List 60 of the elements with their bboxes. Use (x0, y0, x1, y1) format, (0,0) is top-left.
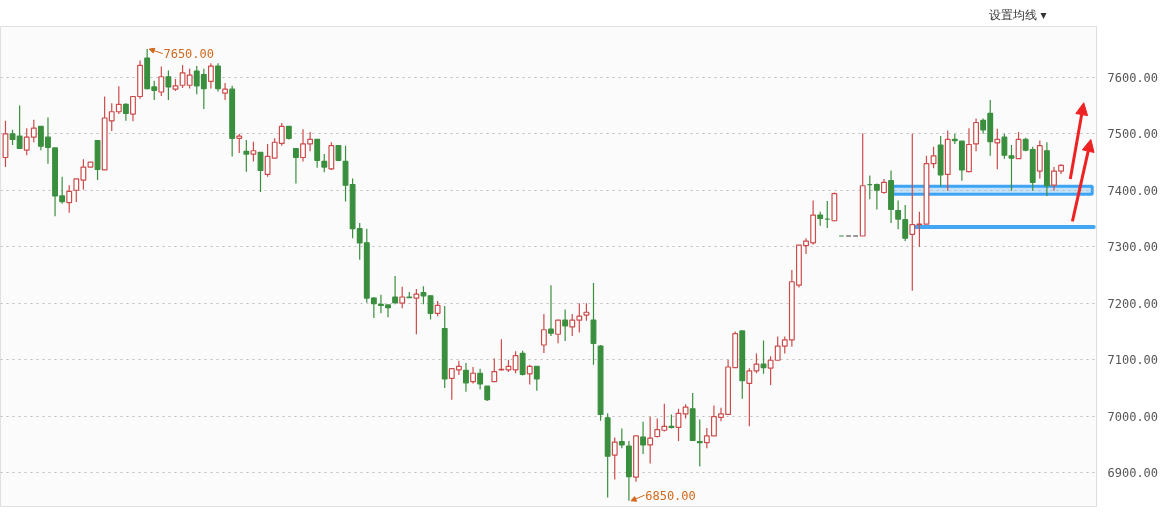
candlestick (640, 421, 647, 455)
candlestick (165, 69, 172, 101)
candlestick (555, 319, 561, 344)
candlestick (207, 62, 214, 90)
candlestick (873, 182, 880, 211)
candlestick (973, 117, 979, 152)
candlestick (250, 141, 257, 163)
candlestick (491, 357, 498, 383)
annotation: 6850.00 (645, 488, 696, 503)
candlestick (611, 437, 618, 480)
candlestick (158, 65, 165, 97)
candlestick (540, 313, 547, 354)
candlestick (477, 368, 484, 391)
candlestick (1015, 131, 1022, 160)
candlestick (994, 128, 1001, 170)
candlestick (463, 362, 469, 393)
candlestick (222, 82, 229, 101)
text: 设置均线 ▾ (988, 7, 1047, 22)
candlestick (562, 308, 569, 342)
candlestick (115, 85, 122, 115)
candlestick (519, 350, 526, 377)
y-tick-label: 7100.00 (1107, 353, 1159, 368)
candlestick (618, 427, 625, 449)
candlestick (2, 120, 9, 168)
candlestick (292, 147, 299, 185)
candlestick (59, 176, 66, 205)
candlestick (321, 153, 328, 173)
candlestick (590, 282, 597, 366)
candlestick (512, 350, 519, 374)
candlestick (930, 146, 937, 169)
y-tick-label: 6900.00 (1107, 466, 1159, 481)
candlestick (760, 339, 767, 375)
candlestick (314, 138, 321, 169)
candlestick (824, 200, 831, 229)
candlestick (427, 295, 434, 321)
candlestick (392, 275, 399, 305)
candlestick (647, 416, 654, 465)
y-tick-label: 7400.00 (1107, 183, 1159, 198)
y-tick-label: 7000.00 (1107, 409, 1159, 424)
candlestick (66, 184, 73, 214)
candlestick (1008, 144, 1015, 192)
y-tick-label: 7500.00 (1107, 127, 1159, 142)
candlestick (526, 364, 533, 386)
candlestick (243, 139, 250, 173)
candlestick (399, 286, 406, 309)
candlestick (215, 62, 221, 93)
annotation: 7650.00 (163, 47, 215, 62)
y-tick-label: 7600.00 (1107, 70, 1159, 85)
candlestick (413, 288, 420, 335)
candlestick (1001, 133, 1008, 160)
y-tick-label: 7200.00 (1107, 296, 1159, 311)
candlestick (420, 285, 427, 305)
y-tick-label: 7300.00 (1107, 240, 1159, 255)
candlestick (236, 133, 243, 154)
candlestick (1051, 166, 1057, 192)
candlestick (703, 427, 710, 449)
candlestick (328, 141, 335, 171)
candlestick (548, 284, 554, 337)
candlestick (533, 365, 540, 392)
candlestick (696, 418, 703, 468)
